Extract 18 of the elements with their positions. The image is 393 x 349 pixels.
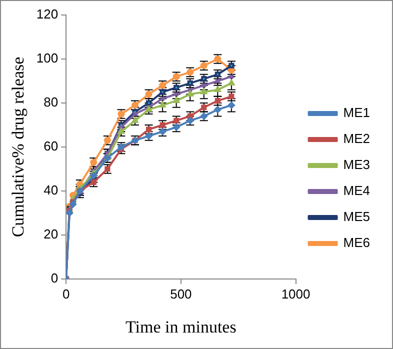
y-tick-label: 100 — [36, 50, 58, 66]
y-tick-label: 120 — [36, 6, 58, 22]
y-tick-label: 80 — [44, 94, 58, 110]
y-tick-label: 60 — [44, 138, 58, 154]
legend-label: ME6 — [343, 235, 370, 250]
y-axis-title: Cumulative% drug release — [8, 56, 28, 238]
y-tick-label: 40 — [44, 182, 58, 198]
y-tick-label: 0 — [50, 270, 58, 286]
legend-label: ME5 — [343, 209, 370, 224]
x-tick-label: 1000 — [281, 286, 310, 302]
y-tick-label: 20 — [44, 226, 58, 242]
legend-label: ME2 — [343, 131, 370, 146]
x-tick-label: 0 — [62, 286, 70, 302]
legend-label: ME3 — [343, 157, 370, 172]
legend-label: ME1 — [343, 105, 370, 120]
x-tick-label: 500 — [170, 286, 192, 302]
legend-label: ME4 — [343, 183, 370, 198]
x-axis-title: Time in minutes — [126, 317, 236, 336]
